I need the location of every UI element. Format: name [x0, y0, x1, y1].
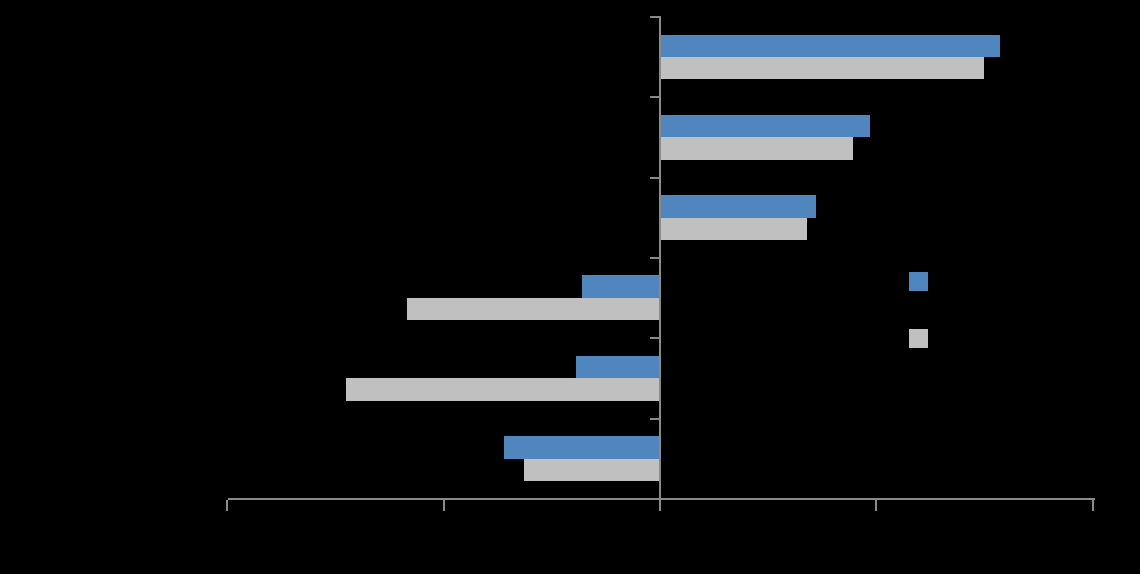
y-axis-line — [659, 16, 661, 511]
bar-series-1-category-1 — [660, 34, 1000, 57]
y-axis-category-tick-4 — [650, 257, 660, 259]
x-axis-tick-1 — [875, 500, 877, 511]
bar-series-2-category-4 — [406, 297, 660, 321]
bar-series-1-category-5 — [575, 355, 660, 379]
x-axis-tick--1 — [443, 500, 445, 511]
y-axis-category-tick-2 — [650, 96, 660, 98]
x-axis-tick-2 — [1092, 500, 1094, 511]
bar-series-2-category-3 — [660, 217, 808, 240]
bar-series-1-category-6 — [504, 436, 660, 459]
y-axis-category-tick-1 — [650, 16, 660, 18]
y-axis-category-tick-6 — [650, 418, 660, 420]
bar-series-2-category-2 — [660, 137, 853, 160]
bar-series-2-category-1 — [660, 56, 985, 80]
x-axis-tick--2 — [226, 500, 228, 511]
x-axis-tick-0 — [659, 500, 661, 511]
bar-series-2-category-6 — [523, 458, 660, 481]
bar-series-1-category-4 — [582, 275, 660, 298]
x-axis-line — [228, 498, 1095, 500]
y-axis-category-tick-5 — [650, 337, 660, 339]
y-axis-category-tick-3 — [650, 177, 660, 179]
bar-series-2-category-5 — [346, 378, 660, 401]
bar-series-1-category-3 — [660, 195, 816, 218]
bar-series-1-category-2 — [660, 114, 870, 138]
